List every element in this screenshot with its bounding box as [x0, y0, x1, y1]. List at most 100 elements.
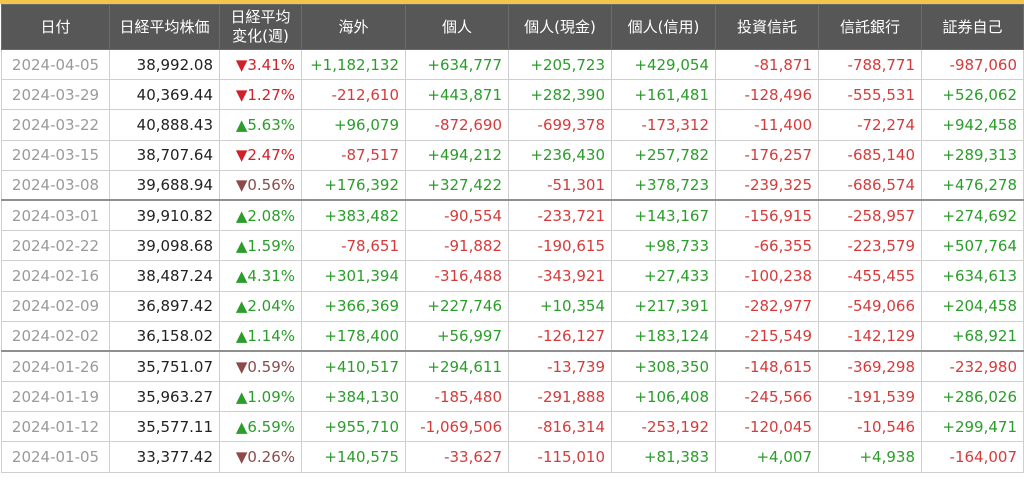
cell-proprietary: +204,458 [921, 290, 1024, 322]
down-triangle-icon: ▼2.47% [235, 146, 295, 165]
cell-date: 2024-03-01 [1, 199, 110, 232]
cell-proprietary: +507,764 [921, 230, 1024, 262]
cell-individual: +327,422 [405, 169, 509, 201]
cell-proprietary: +289,313 [921, 139, 1024, 171]
cell-foreign: +410,517 [301, 350, 406, 383]
cell-foreign: +366,369 [301, 290, 406, 322]
cell-individual: +56,997 [405, 320, 509, 352]
cell-nikkei-index: 33,377.42 [109, 441, 220, 473]
header-foreign[interactable]: 海外 [301, 4, 406, 50]
table-row: 2024-03-22 40,888.43 ▲5.63% +96,079 -872,690… [1, 109, 1024, 141]
table-row: 2024-02-02 36,158.02 ▲1.14% +178,400 +56,997… [1, 320, 1024, 352]
cell-weekly-change: ▼2.47% [219, 139, 302, 171]
cell-foreign: -78,651 [301, 230, 406, 262]
header-individual-margin[interactable]: 個人(信用) [611, 4, 716, 50]
table-row: 2024-01-19 35,963.27 ▲1.09% +384,130 -185,48… [1, 381, 1024, 413]
cell-date: 2024-03-15 [1, 139, 110, 171]
down-triangle-icon: ▼0.56% [235, 176, 295, 195]
cell-individual-margin: +106,408 [611, 381, 716, 413]
cell-weekly-change: ▲5.63% [219, 109, 302, 141]
header-investment-trusts[interactable]: 投資信託 [715, 4, 819, 50]
header-date[interactable]: 日付 [1, 4, 110, 50]
up-triangle-icon: ▲4.31% [235, 266, 295, 285]
cell-foreign: +96,079 [301, 109, 406, 141]
cell-trust-banks: -685,140 [818, 139, 922, 171]
cell-individual-margin: +429,054 [611, 48, 716, 81]
cell-individual-margin: +161,481 [611, 79, 716, 111]
table-row: 2024-01-12 35,577.11 ▲6.59% +955,710 -1,069,… [1, 411, 1024, 443]
cell-foreign: +178,400 [301, 320, 406, 352]
header-row: 日付 日経平均株価 日経平均 変化(週) 海外 個人 個人(現金) 個人(信用) … [1, 4, 1024, 50]
cell-trust-banks: -788,771 [818, 48, 922, 81]
cell-individual: -185,480 [405, 381, 509, 413]
cell-investment-trusts: -100,238 [715, 260, 819, 292]
cell-investment-trusts: -11,400 [715, 109, 819, 141]
header-individual[interactable]: 個人 [405, 4, 509, 50]
header-trust-banks[interactable]: 信託銀行 [818, 4, 922, 50]
cell-individual-margin: +378,723 [611, 169, 716, 201]
cell-individual-cash: -51,301 [508, 169, 612, 201]
table-row: 2024-02-09 36,897.42 ▲2.04% +366,369 +227,74… [1, 290, 1024, 322]
table-row: 2024-03-01 39,910.82 ▲2.08% +383,482 -90,554… [1, 199, 1024, 232]
cell-trust-banks: -72,274 [818, 109, 922, 141]
cell-nikkei-index: 35,751.07 [109, 350, 220, 383]
cell-weekly-change: ▼1.27% [219, 79, 302, 111]
cell-trust-banks: -10,546 [818, 411, 922, 443]
table-row: 2024-04-05 38,992.08 ▼3.41% +1,182,132 +634,… [1, 48, 1024, 81]
cell-weekly-change: ▼0.56% [219, 169, 302, 201]
cell-nikkei-index: 35,963.27 [109, 381, 220, 413]
cell-individual-margin: +308,350 [611, 350, 716, 383]
cell-proprietary: +526,062 [921, 79, 1024, 111]
table-row: 2024-01-26 35,751.07 ▼0.59% +410,517 +294,61… [1, 350, 1024, 383]
cell-individual-cash: -190,615 [508, 230, 612, 262]
cell-weekly-change: ▼0.26% [219, 441, 302, 473]
cell-individual: +294,611 [405, 350, 509, 383]
cell-weekly-change: ▲1.59% [219, 230, 302, 262]
cell-individual: +443,871 [405, 79, 509, 111]
cell-individual-margin: +27,433 [611, 260, 716, 292]
cell-individual: -91,882 [405, 230, 509, 262]
cell-investment-trusts: -282,977 [715, 290, 819, 322]
cell-nikkei-index: 35,577.11 [109, 411, 220, 443]
header-individual-cash[interactable]: 個人(現金) [508, 4, 612, 50]
cell-individual: -1,069,506 [405, 411, 509, 443]
cell-individual-margin: +143,167 [611, 199, 716, 232]
cell-proprietary: +274,692 [921, 199, 1024, 232]
cell-individual-cash: +10,354 [508, 290, 612, 322]
cell-individual: -872,690 [405, 109, 509, 141]
cell-individual: -33,627 [405, 441, 509, 473]
cell-trust-banks: -223,579 [818, 230, 922, 262]
cell-individual: +634,777 [405, 48, 509, 81]
cell-date: 2024-03-08 [1, 169, 110, 201]
cell-individual-margin: +217,391 [611, 290, 716, 322]
cell-individual-margin: +81,383 [611, 441, 716, 473]
cell-individual: -316,488 [405, 260, 509, 292]
table-row: 2024-03-29 40,369.44 ▼1.27% -212,610 +443,87… [1, 79, 1024, 111]
investor-flow-table: 日付 日経平均株価 日経平均 変化(週) 海外 個人 個人(現金) 個人(信用) … [1, 4, 1024, 473]
up-triangle-icon: ▲2.04% [235, 297, 295, 316]
cell-weekly-change: ▲6.59% [219, 411, 302, 443]
header-nikkei-index[interactable]: 日経平均株価 [109, 4, 220, 50]
cell-nikkei-index: 36,158.02 [109, 320, 220, 352]
down-triangle-icon: ▼0.26% [235, 448, 295, 467]
header-nikkei-weekly-change[interactable]: 日経平均 変化(週) [219, 4, 302, 50]
cell-proprietary: +942,458 [921, 109, 1024, 141]
cell-individual-margin: -173,312 [611, 109, 716, 141]
cell-individual-cash: +236,430 [508, 139, 612, 171]
cell-foreign: +1,182,132 [301, 48, 406, 81]
cell-weekly-change: ▲1.09% [219, 381, 302, 413]
cell-individual: +227,746 [405, 290, 509, 322]
cell-trust-banks: -455,455 [818, 260, 922, 292]
cell-weekly-change: ▲2.04% [219, 290, 302, 322]
cell-individual-cash: +282,390 [508, 79, 612, 111]
header-proprietary[interactable]: 証券自己 [921, 4, 1024, 50]
cell-individual-cash: -343,921 [508, 260, 612, 292]
cell-weekly-change: ▲2.08% [219, 199, 302, 232]
up-triangle-icon: ▲6.59% [235, 417, 295, 436]
cell-individual-margin: +98,733 [611, 230, 716, 262]
cell-trust-banks: -686,574 [818, 169, 922, 201]
cell-investment-trusts: +4,007 [715, 441, 819, 473]
cell-investment-trusts: -156,915 [715, 199, 819, 232]
cell-foreign: -87,517 [301, 139, 406, 171]
